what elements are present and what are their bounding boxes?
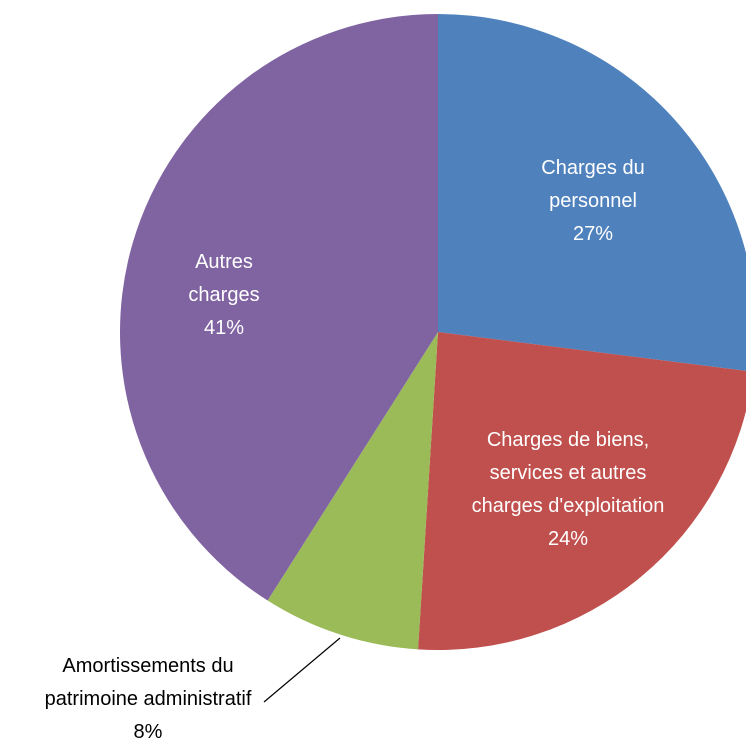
slice-label-1-line-2: charges d'exploitation [472,495,665,517]
leader-lines [264,638,340,702]
slice-percent-label-2: 8% [134,721,163,743]
slice-label-1-line-0: Charges de biens, [487,429,649,451]
slice-label-3-line-0: Autres [195,251,253,273]
slice-percent-label-1: 24% [548,528,588,550]
leader-line-2 [264,638,340,702]
slice-label-3-line-1: charges [188,284,259,306]
slice-label-1-line-1: services et autres [490,462,647,484]
slice-label-2-line-0: Amortissements du [62,655,233,677]
slice-label-0-line-1: personnel [549,190,637,212]
slice-percent-label-3: 41% [204,317,244,339]
slice-label-2-line-1: patrimoine administratif [45,688,252,710]
pie-slice-1 [418,332,746,650]
slice-percent-label-0: 27% [573,223,613,245]
slice-label-0-line-0: Charges du [541,157,644,179]
